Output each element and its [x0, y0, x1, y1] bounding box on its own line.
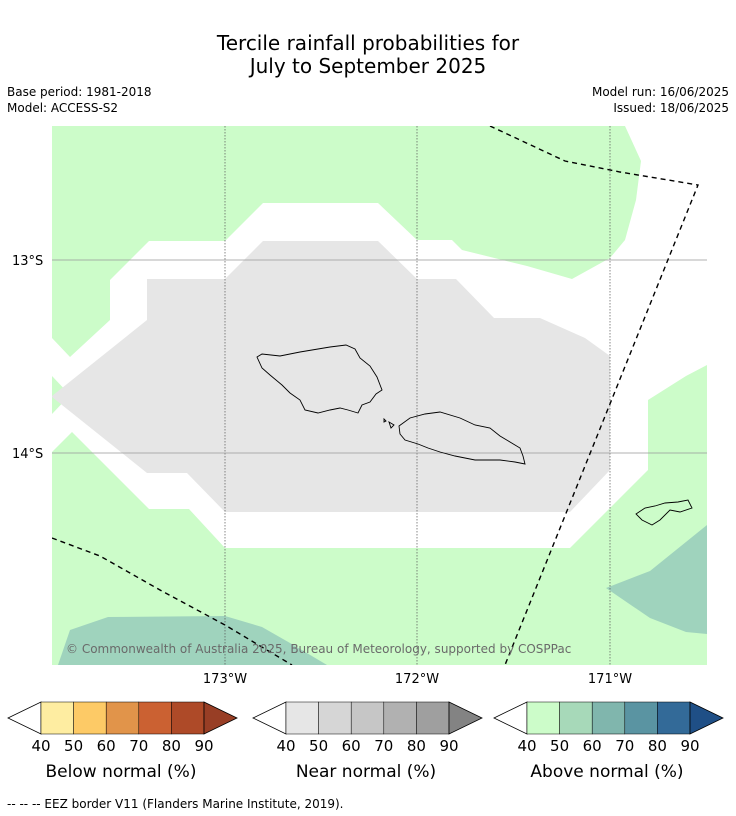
savaii-island-icon: [256, 344, 383, 414]
below-colorbar-tick-label: 40: [31, 737, 50, 755]
above-normal-colorbar-title: Above normal (%): [530, 762, 684, 782]
above-colorbar-low-extend: [493, 701, 528, 735]
above-colorbar-tick-label: 80: [648, 737, 667, 755]
near-colorbar-segment: [350, 701, 385, 735]
below-colorbar-high-extend: [203, 701, 238, 735]
title-line-1: Tercile rainfall probabilities for: [216, 31, 520, 55]
above-normal-region-north: [52, 126, 641, 357]
title-line-2: July to September 2025: [249, 54, 487, 78]
eez-border-southwest: [52, 537, 293, 665]
below-colorbar-low-extend: [7, 701, 42, 735]
chart-title: Tercile rainfall probabilities for July …: [0, 32, 736, 78]
manono-island-icon: [383, 417, 387, 423]
near-colorbar-high-extend: [448, 701, 483, 735]
issued-date: Issued: 18/06/2025: [613, 101, 729, 115]
lat-label-13s: 13°S: [12, 254, 43, 269]
near-colorbar-segment: [383, 701, 417, 735]
eez-border: [52, 126, 699, 665]
above-colorbar-tick-label: 90: [680, 737, 699, 755]
below-colorbar-segment: [40, 701, 74, 735]
below-normal-colorbar-title: Below normal (%): [45, 762, 197, 782]
near-normal-colorbar-title: Near normal (%): [295, 762, 437, 782]
upolu-island-icon: [398, 411, 526, 465]
near-colorbar-tick-label: 80: [407, 737, 426, 755]
above-colorbar-segment: [657, 701, 691, 735]
below-colorbar-tick-label: 90: [194, 737, 213, 755]
above-colorbar-tick-label: 40: [517, 737, 536, 755]
base-period: Base period: 1981-2018: [7, 85, 152, 99]
below-colorbar-tick-label: 50: [64, 737, 83, 755]
islands: [256, 344, 693, 526]
lon-label-171w: 171°W: [588, 672, 632, 687]
above-colorbar-segment: [624, 701, 658, 735]
near-colorbar-tick-label: 40: [276, 737, 295, 755]
above-normal-region-south: [52, 365, 707, 665]
model-name: Model: ACCESS-S2: [7, 101, 119, 115]
near-colorbar-segment: [416, 701, 450, 735]
above-colorbar-tick-label: 70: [615, 737, 634, 755]
meta-right: Model run: 16/06/2025 Issued: 18/06/2025: [592, 84, 729, 116]
below-colorbar-tick-label: 60: [97, 737, 116, 755]
tutuila-island-icon: [635, 499, 693, 526]
above-colorbar-segment: [591, 701, 626, 735]
below-colorbar-segment: [73, 701, 107, 735]
lon-label-172w: 172°W: [395, 672, 439, 687]
near-colorbar: 40 50 60 70 80 90: [252, 701, 483, 755]
apolima-island-icon: [388, 420, 395, 429]
map-area: © Commonwealth of Australia 2025, Bureau…: [52, 126, 707, 665]
meta-left: Base period: 1981-2018 Model: ACCESS-S2: [7, 84, 152, 116]
below-colorbar-segment: [171, 701, 205, 735]
near-colorbar-tick-label: 60: [342, 737, 361, 755]
near-normal-region: [52, 241, 610, 512]
above-colorbar-segment: [559, 701, 593, 735]
lat-label-14s: 14°S: [12, 447, 43, 462]
model-run: Model run: 16/06/2025: [591, 85, 729, 99]
above-normal-strong-region-southeast: [606, 525, 707, 634]
above-colorbar-high-extend: [689, 701, 724, 735]
above-colorbar-segment: [526, 701, 560, 735]
above-colorbar-tick-label: 60: [583, 737, 602, 755]
above-normal-strong-region-southwest: [58, 616, 327, 665]
below-colorbar: 40 50 60 70 80 90: [7, 701, 238, 755]
above-colorbar-tick-label: 50: [550, 737, 569, 755]
colorbars: 40 50 60 70 80 90 40 50 60 70 80 90 40 50 60 70 80 90: [7, 701, 724, 755]
near-colorbar-tick-label: 50: [309, 737, 328, 755]
copyright-text: © Commonwealth of Australia 2025, Bureau…: [66, 642, 571, 656]
below-colorbar-tick-label: 80: [162, 737, 181, 755]
lon-label-173w: 173°W: [203, 672, 247, 687]
below-colorbar-tick-label: 70: [129, 737, 148, 755]
axis-labels: 13°S 14°S 173°W 172°W 171°W: [12, 254, 632, 687]
near-colorbar-tick-label: 70: [374, 737, 393, 755]
footnote: -- -- -- EEZ border V11 (Flanders Marine…: [7, 797, 344, 811]
near-colorbar-segment: [318, 701, 352, 735]
near-colorbar-tick-label: 90: [439, 737, 458, 755]
graticule: [52, 126, 707, 665]
near-colorbar-segment: [285, 701, 319, 735]
near-colorbar-low-extend: [252, 701, 287, 735]
below-colorbar-segment: [138, 701, 172, 735]
below-colorbar-segment: [105, 701, 140, 735]
eez-border-east: [489, 126, 699, 665]
above-colorbar: 40 50 60 70 80 90: [493, 701, 724, 755]
